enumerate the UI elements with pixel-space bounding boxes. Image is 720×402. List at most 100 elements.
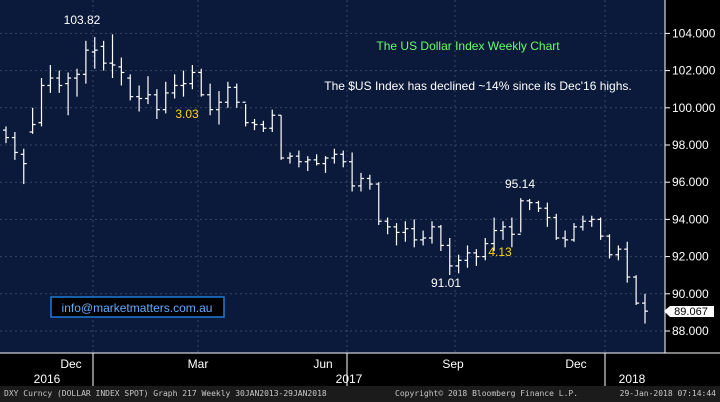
ohlc-bar	[145, 76, 151, 105]
ohlc-bar	[269, 109, 276, 132]
x-tick-label: Dec	[565, 357, 586, 371]
ohlc-bar	[393, 223, 400, 246]
ohlc-bar	[171, 74, 178, 99]
ohlc-bar	[437, 224, 444, 252]
ohlc-bar	[287, 152, 293, 164]
y-tick-label: 92.000	[672, 250, 709, 264]
recent-high-label: 95.14	[505, 177, 535, 191]
ohlc-bar	[615, 245, 622, 261]
footer-source: DXY Curncy (DOLLAR INDEX SPOT) Graph 217…	[4, 389, 327, 398]
ohlc-bar	[624, 241, 631, 283]
ohlc-bar	[375, 182, 382, 225]
ohlc-bar	[304, 156, 311, 172]
ohlc-bar	[153, 89, 160, 119]
ohlc-bar	[562, 230, 569, 248]
email-link[interactable]: info@marketmatters.com.au	[62, 301, 213, 315]
ohlc-bar	[508, 217, 515, 248]
last-price-label: 89.067	[674, 306, 708, 318]
ohlc-bar	[260, 120, 267, 132]
ohlc-bar	[446, 238, 453, 276]
ohlc-bar	[642, 293, 648, 324]
footer-copyright: Copyright© 2018 Bloomberg Finance L.P.	[395, 389, 579, 398]
footer: DXY Curncy (DOLLAR INDEX SPOT) Graph 217…	[0, 386, 720, 402]
ohlc-bar	[3, 126, 9, 144]
price-bars	[3, 34, 648, 324]
ohlc-bar	[411, 219, 418, 248]
y-tick-label: 90.000	[672, 287, 709, 301]
ohlc-bar	[224, 81, 231, 108]
ohlc-bar	[295, 150, 302, 168]
low-label: 91.01	[431, 276, 461, 290]
ohlc-bar	[100, 40, 107, 71]
ohlc-bar	[579, 215, 586, 231]
grid	[0, 0, 665, 353]
ohlc-bar	[91, 37, 98, 69]
ohlc-bar	[517, 198, 524, 235]
ohlc-bar	[180, 70, 187, 97]
ohlc-bar	[340, 150, 347, 168]
ohlc-bar	[65, 72, 72, 116]
ohlc-bar	[500, 221, 506, 240]
ohlc-bar	[216, 91, 222, 125]
ohlc-bar	[526, 198, 533, 211]
y-tick-label: 96.000	[672, 175, 709, 189]
ohlc-bar	[29, 107, 36, 134]
ohlc-bar	[366, 174, 373, 190]
ohlc-bar	[349, 152, 356, 192]
ohlc-bar	[136, 85, 143, 112]
y-tick-label: 98.000	[672, 138, 709, 152]
peak-label: 103.82	[64, 13, 101, 27]
x-tick-label: Sep	[442, 357, 464, 371]
ohlc-bar	[402, 221, 409, 242]
ohlc-bar	[455, 254, 462, 274]
ohlc-bar	[233, 83, 240, 108]
y-tick-label: 94.000	[672, 212, 709, 226]
ohlc-bar	[322, 156, 329, 173]
ohlc-bar	[464, 245, 471, 268]
footer-timestamp: 29-Jan-2018 07:14:44	[619, 389, 716, 398]
x-tick-label: Dec	[60, 357, 81, 371]
ohlc-bar	[384, 217, 391, 235]
ohlc-bar	[544, 202, 551, 227]
ohlc-bar	[74, 68, 80, 97]
ohlc-bar	[47, 65, 54, 93]
last-price-marker: 89.067	[664, 306, 714, 318]
bounce-label-1: 3.03	[175, 107, 199, 121]
ohlc-bar	[207, 83, 214, 116]
ohlc-bar	[11, 131, 18, 160]
chart-title: The US Dollar Index Weekly Chart	[376, 39, 560, 53]
ohlc-bar	[331, 148, 338, 164]
ohlc-bar	[420, 230, 427, 246]
ohlc-bar	[242, 101, 249, 127]
email-box[interactable]: info@marketmatters.com.au	[50, 296, 225, 318]
y-tick-label: 102.000	[672, 64, 716, 78]
chart-subtitle: The $US Index has declined ~14% since it…	[324, 79, 631, 93]
ohlc-bar	[491, 217, 498, 252]
y-tick-label: 100.000	[672, 101, 716, 115]
ohlc-bar	[118, 57, 125, 86]
x-year-label: 2018	[619, 372, 646, 386]
ohlc-bar	[482, 238, 489, 261]
x-year-label: 2016	[34, 372, 61, 386]
ohlc-bar	[313, 154, 320, 166]
y-axis: 88.000 90.000 92.000 94.000 96.000 98.000 100.…	[665, 26, 716, 338]
x-tick-label: Mar	[188, 357, 209, 371]
ohlc-bar	[109, 34, 116, 79]
ohlc-bar	[56, 70, 63, 93]
ohlc-bar	[20, 148, 27, 185]
x-year-label: 2017	[336, 372, 363, 386]
ohlc-bar	[588, 215, 595, 227]
ohlc-bar	[597, 217, 604, 240]
ohlc-bar	[127, 74, 134, 101]
ohlc-bar	[429, 221, 435, 244]
ohlc-bar	[535, 200, 542, 212]
ohlc-bar	[553, 213, 560, 240]
ohlc-bar	[606, 234, 613, 259]
ohlc-bar	[251, 118, 258, 131]
ohlc-bar	[38, 78, 45, 127]
x-tick-label: Jun	[313, 357, 332, 371]
y-tick-label: 104.000	[672, 26, 716, 40]
ohlc-bar	[358, 172, 364, 192]
ohlc-bar	[571, 223, 577, 242]
